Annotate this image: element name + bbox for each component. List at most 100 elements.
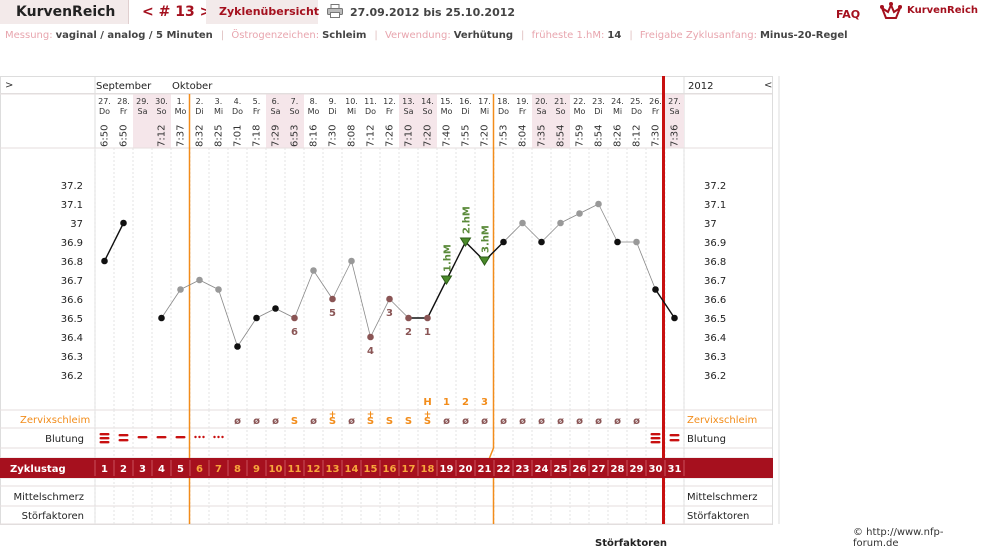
- date-range: 27.09.2012 bis 25.10.2012: [350, 6, 516, 19]
- use-value: Verhütung: [453, 30, 514, 41]
- bleeding-mark-4: [175, 436, 186, 439]
- bleeding-dot-6-1: [217, 435, 220, 439]
- temp-point-6: [215, 286, 222, 293]
- weekday-label-20: Mi: [480, 107, 489, 116]
- weekend-shade-9: [266, 94, 285, 148]
- time-label-16: 7:10: [404, 125, 415, 147]
- cycle-day-8: 9: [253, 464, 260, 475]
- cycle-overview-tab[interactable]: Zyklenübersicht: [206, 0, 319, 24]
- temp-point-9: [272, 305, 279, 312]
- time-label-27: 8:26: [613, 125, 624, 147]
- time-label-8: 7:18: [252, 125, 263, 147]
- temp-point-5: [196, 276, 203, 284]
- time-label-30: 7:36: [670, 125, 681, 147]
- cycle-day-12: 13: [326, 464, 340, 475]
- y-tick-right-4: 36.8: [704, 257, 726, 268]
- earliest-label: früheste 1.hM:: [531, 30, 605, 41]
- high-label-2: 3.hM: [481, 225, 492, 253]
- temp-point-1: [120, 219, 127, 227]
- printer-icon[interactable]: [327, 4, 343, 18]
- cycle-day-25: 26: [573, 464, 587, 475]
- weekday-label-30: Sa: [670, 107, 680, 116]
- y-tick-left-3: 36.9: [61, 238, 83, 249]
- temp-point-29: [652, 286, 659, 293]
- peak-count-label-3: 3: [481, 397, 488, 408]
- date-label-13: 10.: [345, 97, 358, 106]
- cycle-day-16: 17: [402, 464, 416, 475]
- date-label-27: 24.: [611, 97, 624, 106]
- cycle-day-15: 16: [383, 464, 397, 475]
- date-label-7: 4.: [234, 97, 242, 106]
- cycle-day-9: 10: [269, 464, 283, 475]
- temp-line-15: [389, 298, 409, 319]
- date-label-1: 28.: [117, 97, 130, 106]
- weekday-label-25: Mo: [574, 107, 586, 116]
- temp-line-6: [218, 289, 238, 347]
- cycle-day-label: Zyklustag: [10, 464, 66, 475]
- date-label-21: 18.: [497, 97, 510, 106]
- weekday-label-6: Mi: [214, 107, 223, 116]
- release-label: Freigabe Zyklusanfang:: [639, 30, 757, 41]
- time-label-15: 7:26: [385, 125, 396, 147]
- mucus-value-12: S: [329, 416, 336, 427]
- date-label-10: 7.: [291, 97, 299, 106]
- cycle-day-19: 20: [459, 464, 473, 475]
- mucus-value-20: ø: [481, 416, 488, 427]
- app-logo-tab[interactable]: KurvenReich: [0, 0, 129, 24]
- weekday-label-4: Mo: [175, 107, 187, 116]
- bleeding-dot-6-0: [213, 435, 216, 439]
- weekend-shade-3: [152, 94, 171, 148]
- y-tick-right-5: 36.7: [704, 276, 726, 287]
- weekday-label-23: Sa: [537, 107, 547, 116]
- temp-line-25: [579, 203, 599, 214]
- mucus-value-19: ø: [462, 416, 469, 427]
- temp-point-11: [310, 267, 317, 274]
- time-label-3: 7:12: [157, 125, 168, 147]
- temp-line-24: [560, 213, 580, 224]
- date-label-22: 19.: [516, 97, 529, 106]
- peak-count-label-0: H: [423, 397, 431, 408]
- y-tick-right-2: 37: [704, 219, 717, 230]
- weekday-label-24: So: [556, 107, 566, 116]
- weekday-label-19: Di: [461, 107, 469, 116]
- bleeding-mark-29-1: [650, 437, 661, 440]
- temp-point-4: [177, 286, 184, 293]
- temp-point-8: [253, 314, 260, 322]
- weekday-label-21: Do: [498, 107, 509, 116]
- time-label-12: 7:30: [328, 125, 339, 147]
- bleeding-mark-29-0: [650, 433, 661, 436]
- pain-label-left: Mittelschmerz: [14, 492, 84, 503]
- mucus-value-25: ø: [576, 416, 583, 427]
- y-tick-right-10: 36.2: [704, 371, 726, 382]
- disturb-label-right: Störfaktoren: [687, 511, 749, 522]
- method-value: vaginal / analog / 5 Minuten: [55, 30, 213, 41]
- bleeding-mark-3: [156, 436, 167, 439]
- chart-frame: [0, 76, 773, 525]
- mucus-value-23: ø: [538, 416, 545, 427]
- bleeding-mark-1-0: [118, 434, 129, 437]
- cycle-day-13: 14: [345, 464, 359, 475]
- temp-point-24: [557, 219, 564, 227]
- cycle-navigation[interactable]: < # 13 >: [142, 4, 212, 20]
- y-tick-left-7: 36.5: [61, 314, 83, 325]
- y-tick-left-5: 36.7: [61, 276, 83, 287]
- weekday-label-13: Mi: [347, 107, 356, 116]
- mucus-value-27: ø: [614, 416, 621, 427]
- temp-point-14: [367, 333, 374, 341]
- settings-info-bar: Messung: vaginal / analog / 5 Minuten | Ös…: [5, 30, 848, 41]
- time-label-23: 7:35: [537, 125, 548, 147]
- weekday-label-8: Fr: [253, 107, 261, 116]
- bleeding-label-right: Blutung: [687, 434, 726, 445]
- cycle-day-0: 1: [101, 464, 108, 475]
- temp-point-15: [386, 295, 393, 303]
- date-label-4: 1.: [177, 97, 185, 106]
- time-label-18: 7:40: [442, 125, 453, 147]
- time-label-7: 7:01: [233, 125, 244, 147]
- bleeding-dot-5-0: [194, 435, 197, 439]
- cycle-day-30: 31: [668, 464, 682, 475]
- method-label: Messung:: [5, 30, 53, 41]
- weekday-label-7: Do: [232, 107, 243, 116]
- temp-line-17: [426, 279, 448, 319]
- faq-link[interactable]: FAQ: [836, 8, 861, 21]
